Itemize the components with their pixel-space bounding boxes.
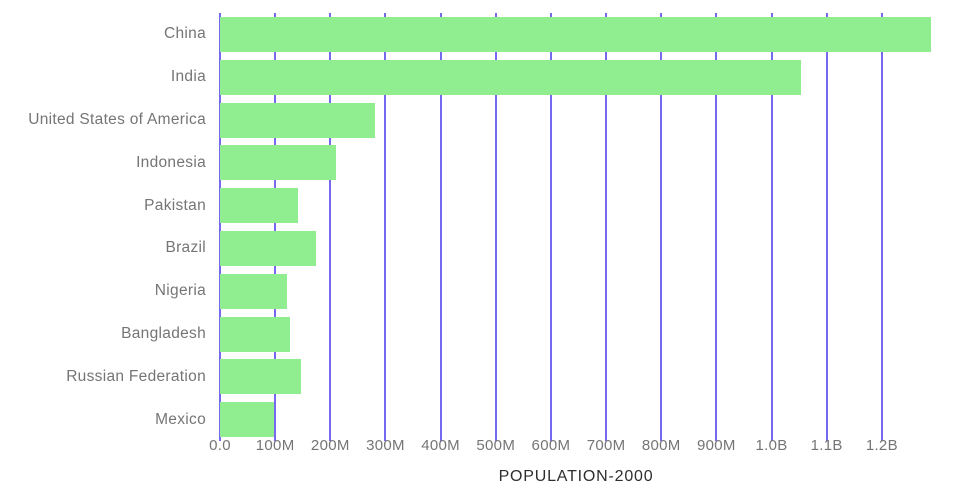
x-tick-label-200m: 200M <box>310 437 350 454</box>
category-label-brazil: Brazil <box>165 239 206 257</box>
gridline-800m <box>660 13 663 441</box>
x-tick-label-1-2b: 1.2B <box>865 437 898 454</box>
bar-brazil <box>220 230 316 266</box>
bar-china <box>220 16 932 52</box>
category-label-nigeria: Nigeria <box>154 282 206 300</box>
gridline-1-2b <box>880 13 883 441</box>
category-label-mexico: Mexico <box>155 410 206 428</box>
plot-area <box>219 13 937 441</box>
y-axis-labels: China India United States of America Indone… <box>0 13 212 441</box>
category-label-indonesia: Indonesia <box>136 153 206 171</box>
category-label-russian-federation: Russian Federation <box>66 367 206 385</box>
x-tick-label-1-0b: 1.0B <box>755 437 788 454</box>
x-tick-label-900m: 900M <box>697 437 736 454</box>
gridline-400m <box>439 13 442 441</box>
bar-russian-federation <box>220 359 301 395</box>
bar-india <box>220 59 801 95</box>
gridline-200m <box>329 13 332 441</box>
gridline-0-0 <box>219 13 221 441</box>
gridline-700m <box>605 13 608 441</box>
bar-bangladesh <box>220 316 291 352</box>
bar-mexico <box>220 402 275 438</box>
bar-united-states-of-america <box>220 102 375 138</box>
x-axis-title: POPULATION-2000 <box>498 468 654 485</box>
category-label-bangladesh: Bangladesh <box>121 325 206 342</box>
x-tick-label-1-1b: 1.1B <box>810 437 843 454</box>
gridline-900m <box>715 13 718 441</box>
gridline-300m <box>384 13 387 441</box>
x-tick-label-600m: 600M <box>531 437 571 454</box>
x-axis-tick-labels: 0.0 100M 200M 300M 400M 500M 600M 700M 800M 900M 1… <box>209 437 937 457</box>
x-tick-label-800m: 800M <box>641 437 681 454</box>
bar-indonesia <box>220 145 337 181</box>
x-tick-label-100m: 100M <box>255 437 295 454</box>
category-label-china: China <box>164 25 206 43</box>
bar-nigeria <box>220 273 287 309</box>
category-label-india: India <box>170 68 206 86</box>
gridline-500m <box>494 13 497 441</box>
gridline-1-0b <box>770 13 773 441</box>
category-label-united-states-of-america: United States of America <box>28 111 206 128</box>
bar-pakistan <box>220 188 298 224</box>
category-label-pakistan: Pakistan <box>144 196 206 214</box>
x-tick-label-500m: 500M <box>476 437 516 454</box>
x-tick-label-300m: 300M <box>366 437 405 454</box>
x-tick-label-700m: 700M <box>586 437 626 454</box>
gridline-100m <box>274 13 277 441</box>
gridline-600m <box>549 13 552 441</box>
gridline-1-1b <box>825 13 828 441</box>
x-tick-label-400m: 400M <box>421 437 460 454</box>
x-tick-label-0-0: 0.0 <box>209 437 231 454</box>
